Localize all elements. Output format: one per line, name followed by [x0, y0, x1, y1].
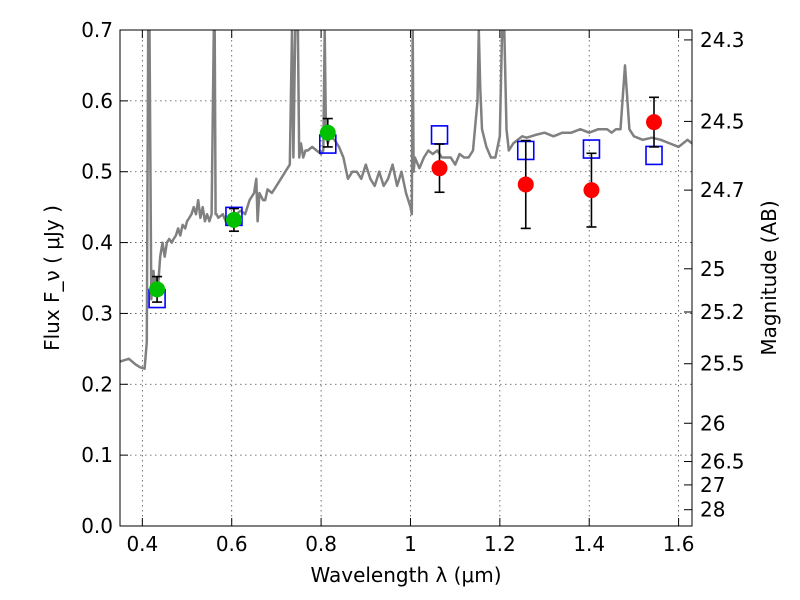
observed-photometry-point [583, 182, 600, 199]
model-photometry-point [645, 145, 663, 166]
observed-photometry-point [149, 281, 166, 298]
y2-tick-label: 28 [700, 498, 725, 522]
x-tick-label: 1 [404, 532, 417, 556]
x-axis-label: Wavelength λ (μm) [310, 563, 501, 587]
x-tick-label: 1.4 [573, 532, 605, 556]
observed-photometry-point [319, 124, 336, 141]
observed-photometry-point [646, 114, 663, 131]
y2-axis-label: Magnitude (AB) [757, 200, 781, 355]
x-tick-label: 1.2 [484, 532, 516, 556]
y2-tick-label: 24.3 [700, 28, 745, 52]
x-tick-label: 0.8 [305, 532, 337, 556]
x-tick-label: 0.6 [216, 532, 248, 556]
observed-photometry-point [431, 160, 448, 177]
observed-photometry-point [225, 211, 242, 228]
y-tick-label: 0.4 [81, 231, 113, 255]
x-axis: 0.4 0.6 0.8 1 1.2 1.4 1.6 [126, 30, 695, 556]
y-axis-left: 0.0 0.1 0.2 0.3 0.4 0.5 0.6 0.7 [81, 18, 128, 538]
series-layer [120, 30, 692, 370]
y-tick-label: 0.5 [81, 160, 113, 184]
model-spectrum-line [120, 30, 692, 370]
y2-tick-label: 27 [700, 473, 725, 497]
y-tick-label: 0.2 [81, 372, 113, 396]
y2-tick-label: 25.2 [700, 300, 745, 324]
y-tick-label: 0.3 [81, 301, 113, 325]
y2-tick-label: 26.5 [700, 450, 745, 474]
y-tick-label: 0.0 [81, 514, 113, 538]
model-photometry-point [430, 125, 449, 145]
y2-tick-label: 24.5 [700, 109, 745, 133]
y2-tick-label: 25 [700, 257, 725, 281]
x-tick-label: 1.6 [663, 532, 695, 556]
y-tick-label: 0.7 [81, 18, 113, 42]
y-tick-label: 0.6 [81, 89, 113, 113]
y-tick-label: 0.1 [81, 443, 113, 467]
y2-tick-label: 25.5 [700, 352, 745, 376]
observed-photometry-point [517, 176, 534, 193]
y2-tick-label: 24.7 [700, 178, 745, 202]
grid [120, 29, 692, 527]
plot-frame [119, 29, 693, 527]
y-axis-label: Flux F_ν ( μJy ) [40, 205, 64, 351]
x-tick-label: 0.4 [126, 532, 158, 556]
y2-tick-label: 26 [700, 411, 725, 435]
